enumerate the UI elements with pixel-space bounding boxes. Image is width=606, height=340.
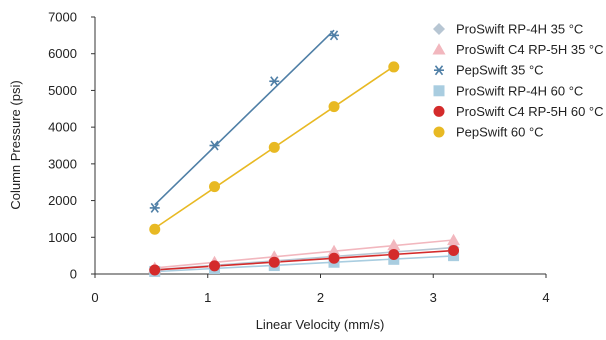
data-point-series-5	[388, 249, 400, 261]
legend-marker-3	[434, 65, 444, 76]
legend-label-5: ProSwift C4 RP-5H 60 °C	[456, 104, 604, 119]
data-point-series-2	[447, 233, 461, 246]
data-point-series-6	[149, 223, 161, 235]
trendline-series-5	[154, 249, 454, 271]
legend-marker-6	[433, 126, 445, 138]
y-tick-label: 5000	[48, 83, 77, 98]
data-point-series-6	[328, 101, 340, 113]
data-point-series-5	[149, 264, 161, 276]
legend-marker-1	[433, 23, 445, 35]
data-point-series-5	[209, 260, 221, 272]
legend-label-4: ProSwift RP-4H 60 °C	[456, 83, 583, 98]
legend-marker-2	[432, 43, 446, 55]
trendline-series-2	[154, 239, 454, 269]
data-points	[148, 30, 461, 277]
x-tick-label: 1	[204, 290, 211, 305]
data-point-series-2	[387, 238, 401, 251]
data-point-series-5	[268, 256, 280, 268]
y-tick-label: 3000	[48, 156, 77, 171]
x-tick-label: 0	[91, 290, 98, 305]
legend-label-3: PepSwift 35 °C	[456, 63, 544, 78]
y-tick-label: 0	[70, 267, 77, 282]
x-tick-label: 4	[542, 290, 549, 305]
data-point-series-5	[328, 252, 340, 264]
trendline-series-4	[154, 255, 454, 273]
data-point-series-2	[327, 244, 341, 257]
y-tick-label: 1000	[48, 230, 77, 245]
legend-marker-5	[433, 105, 445, 117]
legend-label-2: ProSwift C4 RP-5H 35 °C	[456, 42, 604, 57]
axes: 0 1000 2000 3000 4000 5000 6000 7000 0 1 2 3 4	[48, 10, 550, 306]
y-axis-title: Column Pressure (psi)	[8, 80, 23, 209]
data-point-series-3	[329, 30, 340, 41]
data-point-series-3	[149, 202, 160, 213]
data-point-series-6	[268, 141, 280, 153]
y-tick-label: 6000	[48, 46, 77, 61]
trendlines	[154, 29, 454, 273]
data-point-series-6	[388, 61, 400, 73]
y-tick-label: 2000	[48, 193, 77, 208]
legend-label-6: PepSwift 60 °C	[456, 125, 544, 140]
x-tick-label: 3	[430, 290, 437, 305]
y-tick-label: 7000	[48, 10, 77, 25]
x-tick-label: 2	[317, 290, 324, 305]
y-tick-label: 4000	[48, 120, 77, 135]
x-axis-title: Linear Velocity (mm/s)	[256, 317, 385, 332]
data-point-series-3	[209, 140, 220, 151]
data-point-series-3	[269, 76, 280, 87]
legend-marker-4	[433, 85, 445, 97]
trendline-series-3	[154, 29, 335, 206]
legend: ProSwift RP-4H 35 °C ProSwift C4 RP-5H 35…	[432, 22, 604, 140]
legend-label-1: ProSwift RP-4H 35 °C	[456, 22, 583, 37]
data-point-series-5	[448, 245, 460, 257]
data-point-series-6	[209, 181, 221, 193]
